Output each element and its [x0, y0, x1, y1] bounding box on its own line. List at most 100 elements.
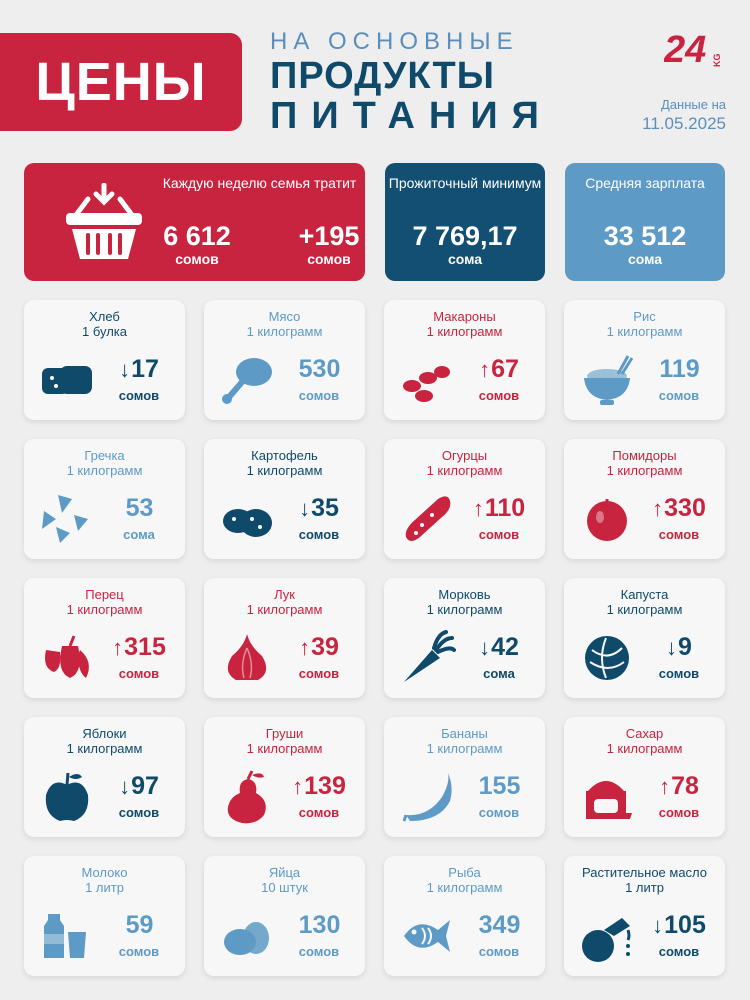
- item-price: ↓105: [634, 910, 724, 941]
- item-price: ↑315: [94, 632, 184, 663]
- buckwheat-icon: [42, 495, 88, 543]
- item-unit: сомов: [658, 527, 700, 542]
- salary-caption: Средняя зарплата: [585, 175, 705, 191]
- item-quantity: 1 килограмм: [246, 602, 323, 617]
- item-price-value: 130: [298, 911, 341, 939]
- price-card: Рыба 1 килограмм 349 сомов: [384, 856, 545, 976]
- item-price-value: 110: [484, 494, 526, 522]
- banana-icon: [402, 773, 452, 822]
- price-card: Картофель 1 килограмм ↓35 сомов: [204, 439, 365, 559]
- item-price: ↑110: [454, 493, 544, 524]
- item-name: Яблоки: [82, 726, 127, 741]
- price-arrow-icon: ↓: [666, 635, 678, 660]
- item-quantity: 1 килограмм: [426, 324, 503, 339]
- weekly-value: 6 612: [163, 221, 231, 251]
- item-unit: сомов: [298, 944, 340, 959]
- item-name: Рыба: [448, 865, 481, 880]
- tomato-icon: [587, 499, 627, 541]
- item-price: ↓9: [634, 632, 724, 663]
- title-line-3: ПИТАНИЯ: [270, 95, 553, 137]
- price-card: Бананы 1 килограмм 155 сомов: [384, 717, 545, 837]
- item-price: 130: [274, 910, 364, 941]
- item-price: 530: [274, 354, 364, 385]
- date-label: Данные на: [661, 97, 726, 112]
- page-title: НА ОСНОВНЫЕ ПРОДУКТЫ ПИТАНИЯ: [270, 28, 550, 136]
- item-name: Сахар: [625, 726, 664, 741]
- item-name: Груши: [265, 726, 304, 741]
- item-name: Хлеб: [89, 309, 120, 324]
- item-price-value: 119: [659, 355, 700, 383]
- logo-icon: 24 KG: [664, 30, 722, 70]
- item-price: ↓42: [454, 632, 544, 663]
- price-card: Сахар 1 килограмм ↑78 сомов: [564, 717, 725, 837]
- oil-icon: [582, 918, 631, 962]
- item-quantity: 1 килограмм: [66, 741, 143, 756]
- item-unit: сомов: [118, 388, 160, 403]
- item-quantity: 1 килограмм: [246, 741, 323, 756]
- bread-icon: [42, 366, 92, 394]
- item-unit: сомов: [658, 388, 700, 403]
- price-card: Молоко 1 литр 59 сомов: [24, 856, 185, 976]
- item-price: ↓97: [94, 771, 184, 802]
- item-name: Рис: [633, 309, 656, 324]
- item-quantity: 1 килограмм: [426, 741, 503, 756]
- item-price: 59: [94, 910, 184, 941]
- weekly-unit: сомов: [175, 251, 219, 267]
- item-unit: сомов: [478, 527, 520, 542]
- onion-icon: [227, 634, 267, 680]
- item-name: Растительное масло: [581, 865, 708, 880]
- item-quantity: 1 килограмм: [246, 463, 323, 478]
- item-name: Огурцы: [441, 448, 488, 463]
- summary-salary: Средняя зарплата 33 512 сома: [565, 163, 725, 281]
- item-unit: сомов: [478, 805, 520, 820]
- item-price-value: 315: [124, 633, 166, 661]
- sugar-icon: [586, 781, 632, 819]
- item-price-value: 97: [131, 772, 159, 800]
- basket-icon: [66, 183, 142, 259]
- apple-icon: [45, 772, 89, 821]
- item-name: Бананы: [441, 726, 488, 741]
- item-unit: сомов: [298, 666, 340, 681]
- price-card: Гречка 1 килограмм 53 сома: [24, 439, 185, 559]
- item-price: ↓35: [274, 493, 364, 524]
- item-price: ↑78: [634, 771, 724, 802]
- price-arrow-icon: ↓: [479, 635, 491, 660]
- price-arrow-icon: ↑: [472, 496, 484, 521]
- pear-icon: [227, 770, 266, 824]
- item-price-value: 53: [125, 494, 154, 522]
- item-unit: сомов: [118, 666, 160, 681]
- item-price-value: 78: [671, 772, 699, 800]
- price-arrow-icon: ↑: [299, 635, 311, 660]
- item-price: 53: [94, 493, 184, 524]
- weekly-change-unit: сомов: [307, 251, 351, 267]
- item-quantity: 1 килограмм: [66, 602, 143, 617]
- potato-icon: [223, 509, 272, 537]
- price-card: Рис 1 килограмм 119 сомов: [564, 300, 725, 420]
- item-price-value: 139: [304, 772, 346, 800]
- item-unit: сомов: [118, 944, 160, 959]
- item-name: Яйца: [268, 865, 301, 880]
- summary-weekly: Каждую неделю семья тратит 6 612 сомов +…: [24, 163, 365, 281]
- item-name: Молоко: [81, 865, 128, 880]
- summary-minimum: Прожиточный минимум 7 769,17 сома: [385, 163, 545, 281]
- item-unit: сомов: [118, 805, 160, 820]
- item-name: Макароны: [433, 309, 496, 324]
- price-arrow-icon: ↑: [112, 635, 124, 660]
- cucumber-icon: [405, 496, 451, 541]
- price-arrow-icon: ↑: [659, 774, 671, 799]
- item-unit: сомов: [478, 388, 520, 403]
- item-quantity: 1 килограмм: [246, 324, 323, 339]
- price-card: Растительное масло 1 литр ↓105 сомов: [564, 856, 725, 976]
- item-quantity: 10 штук: [261, 880, 308, 895]
- price-card: Хлеб 1 булка ↓17 сомов: [24, 300, 185, 420]
- item-price-value: 67: [491, 355, 519, 383]
- price-card: Яблоки 1 килограмм ↓97 сомов: [24, 717, 185, 837]
- item-unit: сомов: [658, 805, 700, 820]
- item-name: Гречка: [84, 448, 125, 463]
- item-price-value: 35: [311, 494, 339, 522]
- price-card: Капуста 1 килограмм ↓9 сомов: [564, 578, 725, 698]
- price-arrow-icon: ↓: [652, 913, 664, 938]
- item-unit: сомов: [298, 527, 340, 542]
- title-badge: ЦЕНЫ: [0, 33, 242, 131]
- price-arrow-icon: ↓: [119, 774, 131, 799]
